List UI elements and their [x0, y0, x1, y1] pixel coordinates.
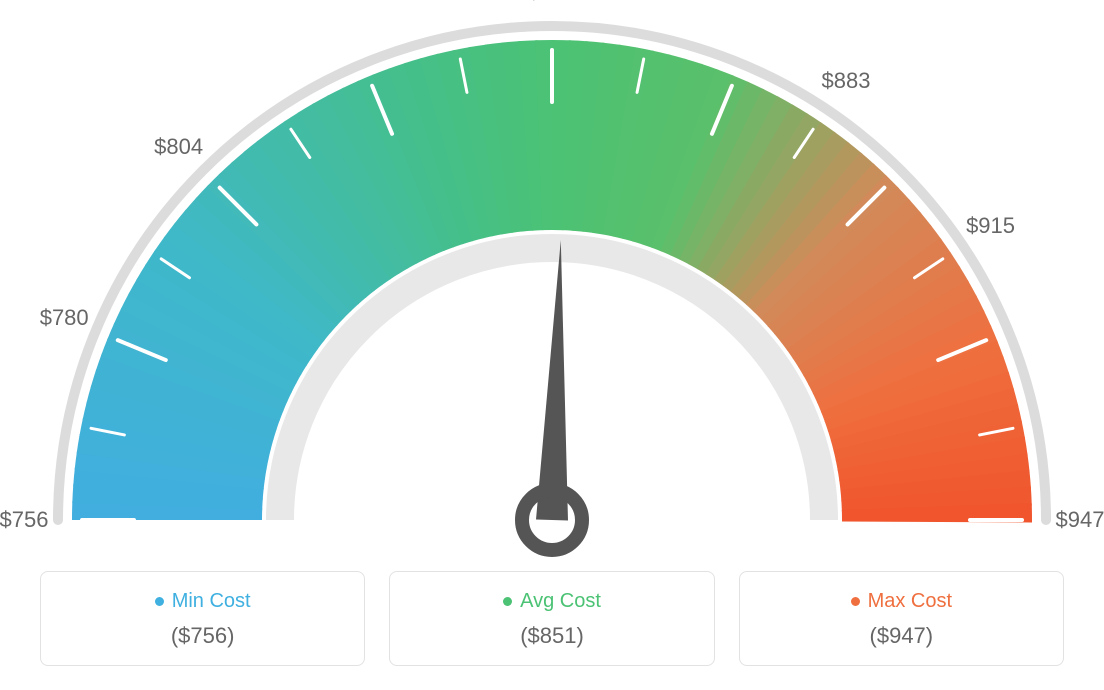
- gauge-tick-label: $883: [822, 68, 871, 94]
- avg-cost-card: Avg Cost ($851): [389, 571, 714, 666]
- gauge-tick-label: $780: [40, 305, 89, 331]
- summary-cards: Min Cost ($756) Avg Cost ($851) Max Cost…: [40, 571, 1064, 666]
- min-cost-card: Min Cost ($756): [40, 571, 365, 666]
- chart-container: $756 $780 $804 $851 $883 $915 $947 Min Cost ($…: [0, 0, 1104, 690]
- avg-cost-label: Avg Cost: [520, 590, 601, 613]
- max-cost-label: Max Cost: [868, 590, 952, 613]
- gauge-svg: [0, 0, 1104, 560]
- avg-dot-icon: [503, 597, 512, 606]
- min-dot-icon: [155, 597, 164, 606]
- max-cost-title: Max Cost: [851, 590, 952, 613]
- max-dot-icon: [851, 597, 860, 606]
- max-cost-value: ($947): [760, 623, 1043, 649]
- min-cost-title: Min Cost: [155, 590, 251, 613]
- gauge-tick-label: $915: [966, 213, 1015, 239]
- min-cost-value: ($756): [61, 623, 344, 649]
- max-cost-card: Max Cost ($947): [739, 571, 1064, 666]
- gauge-tick-label: $756: [0, 507, 48, 533]
- gauge-tick-label: $851: [528, 0, 577, 5]
- avg-cost-value: ($851): [410, 623, 693, 649]
- gauge-tick-label: $947: [1056, 507, 1104, 533]
- gauge-tick-label: $804: [154, 134, 203, 160]
- min-cost-label: Min Cost: [172, 590, 251, 613]
- gauge-chart: $756 $780 $804 $851 $883 $915 $947: [0, 0, 1104, 560]
- avg-cost-title: Avg Cost: [503, 590, 601, 613]
